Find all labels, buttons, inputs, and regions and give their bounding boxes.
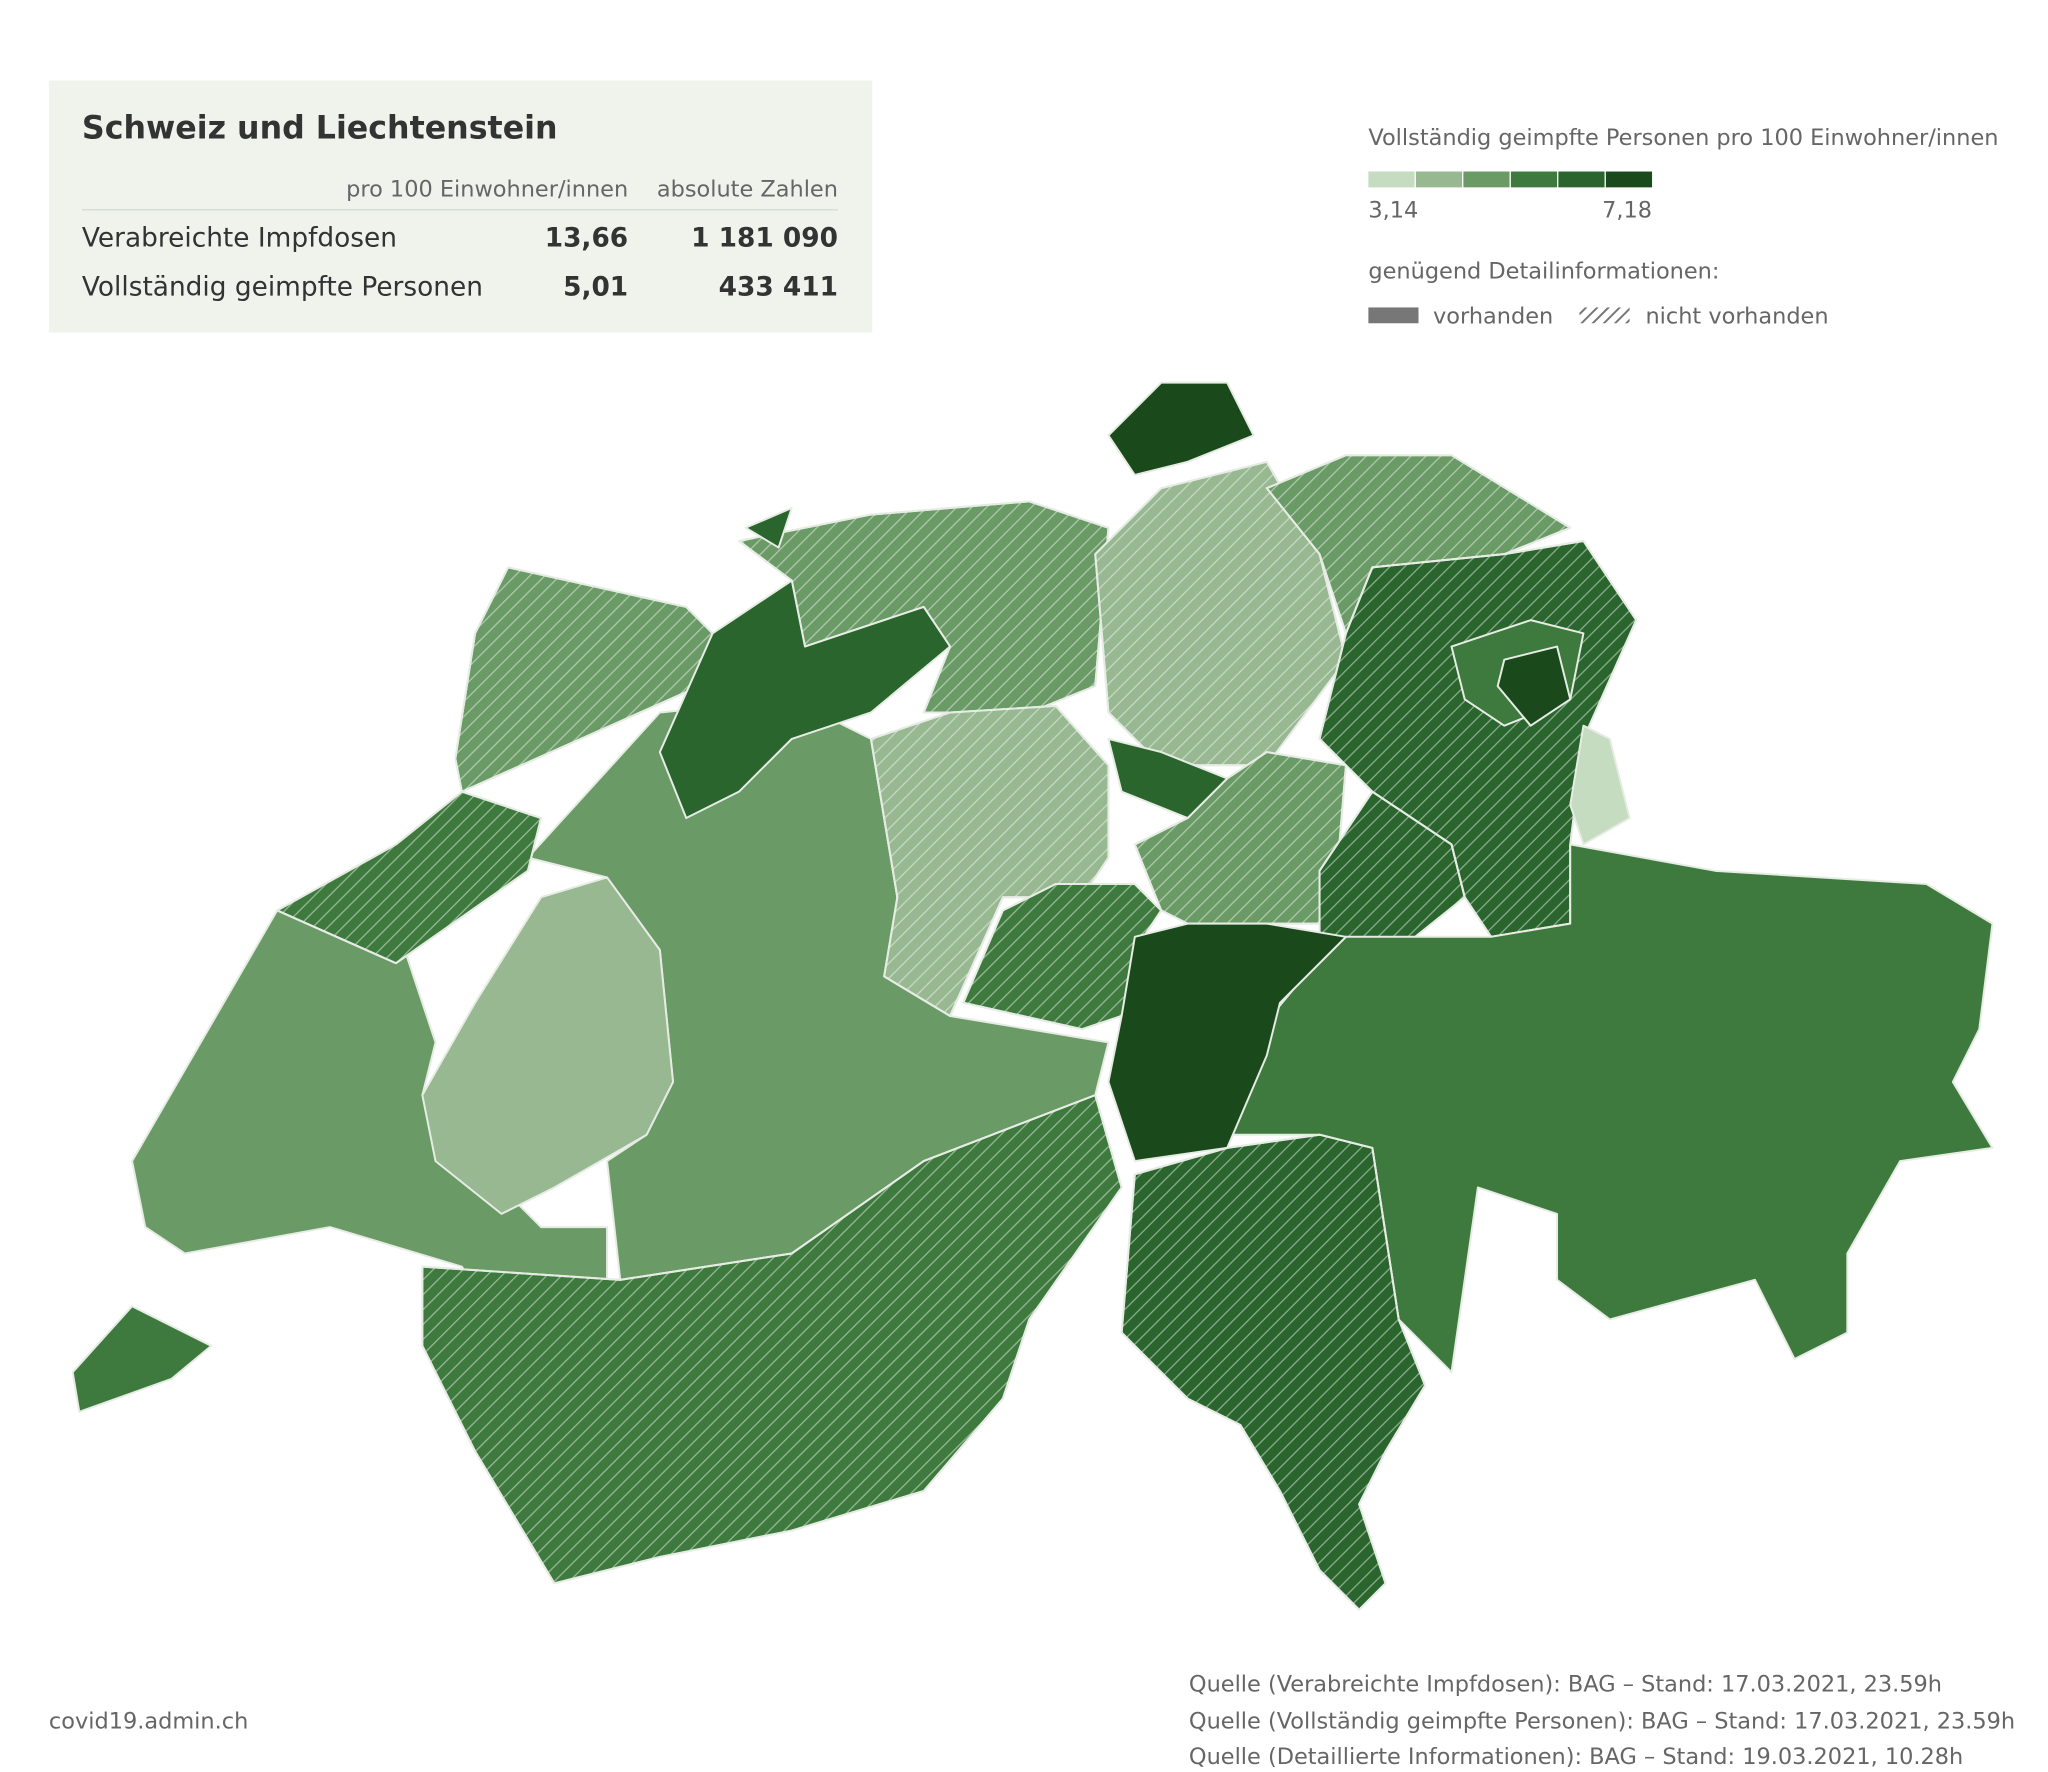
row-value: 13,66 (545, 224, 628, 254)
legend-title: Vollständig geimpfte Personen pro 100 Ei… (1368, 125, 1998, 151)
column-header: pro 100 Einwohner/innen (346, 177, 628, 203)
row-value: 5,01 (563, 273, 628, 303)
detail-title: genügend Detailinformationen: (1368, 258, 1719, 284)
source: Quelle (Detaillierte Informationen): BAG… (1189, 1744, 1963, 1770)
source: Quelle (Vollständig geimpfte Personen): … (1189, 1708, 2015, 1734)
summary-box: Schweiz und Liechtenstein pro 100 Einwoh… (48, 80, 873, 333)
row-value: 1 181 090 (691, 224, 838, 254)
legend-min: 3,14 (1368, 198, 1418, 224)
legend: Vollständig geimpfte Personen pro 100 Ei… (1368, 125, 1998, 329)
site: covid19.admin.ch (49, 1708, 248, 1734)
column-header: absolute Zahlen (657, 177, 838, 203)
legend-max: 7,18 (1602, 198, 1652, 224)
summary-title: Schweiz und Liechtenstein (82, 111, 558, 147)
source: Quelle (Verabreichte Impfdosen): BAG – S… (1189, 1672, 1942, 1698)
row-label: Vollständig geimpfte Personen (82, 273, 483, 303)
legend-not-available: nicht vorhanden (1645, 303, 1828, 329)
map (71, 381, 1994, 1611)
row-value: 433 411 (719, 273, 838, 303)
legend-available: vorhanden (1433, 303, 1553, 329)
row-label: Verabreichte Impfdosen (82, 224, 397, 254)
